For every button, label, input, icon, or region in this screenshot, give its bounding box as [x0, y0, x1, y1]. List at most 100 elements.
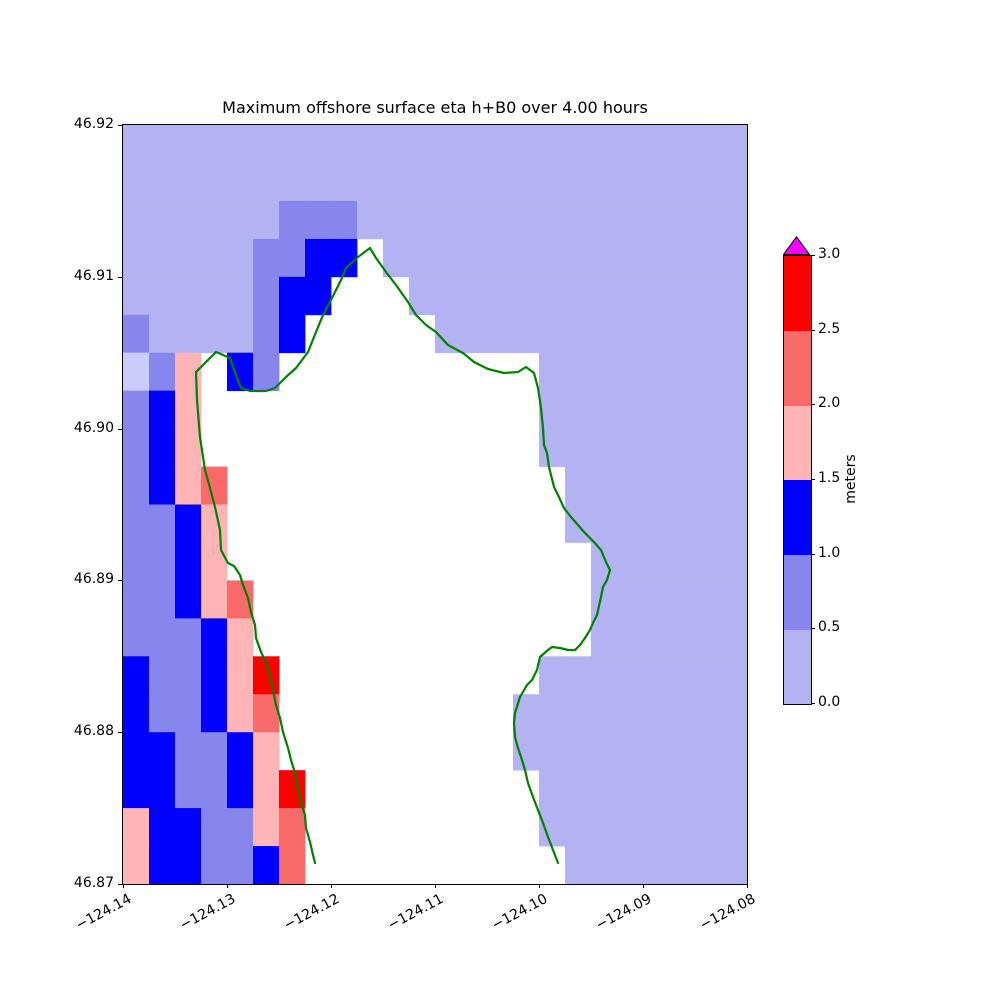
heatmap-cell — [123, 390, 150, 429]
heatmap-cell — [695, 352, 722, 392]
heatmap-cell — [721, 580, 747, 619]
heatmap-cell — [721, 770, 747, 809]
heatmap-cell — [565, 314, 592, 354]
colorbar-tick-mark — [811, 703, 815, 704]
heatmap-cell — [149, 808, 176, 847]
heatmap-cell — [617, 504, 644, 543]
colorbar-tick-label: 0.0 — [818, 694, 841, 710]
heatmap-cell — [149, 390, 176, 429]
heatmap-cell — [487, 238, 514, 278]
heatmap-cell — [539, 314, 566, 354]
heatmap-cell — [617, 390, 644, 429]
colorbar-axis-label: meters — [843, 454, 859, 504]
heatmap-cell — [721, 276, 747, 316]
colorbar-tick-mark — [811, 479, 815, 480]
heatmap-cell — [721, 428, 747, 467]
heatmap-cell — [617, 656, 644, 695]
heatmap-cell — [383, 162, 410, 202]
heatmap-cell — [175, 466, 202, 505]
heatmap-canvas — [123, 125, 747, 884]
heatmap-cell — [175, 618, 202, 657]
heatmap-cell — [669, 808, 696, 847]
heatmap-cell — [253, 238, 280, 278]
heatmap-cell — [227, 314, 254, 354]
colorbar-tick-mark — [811, 255, 815, 256]
heatmap-cell — [461, 200, 488, 240]
heatmap-cell — [149, 162, 176, 202]
heatmap-cell — [643, 200, 670, 240]
heatmap-cell — [435, 125, 462, 164]
heatmap-cell — [123, 504, 150, 543]
heatmap-cell — [695, 770, 722, 809]
heatmap-cell — [695, 238, 722, 278]
heatmap-cell — [591, 352, 618, 392]
heatmap-cell — [565, 125, 592, 164]
heatmap-cell — [201, 808, 228, 847]
heatmap-cell — [643, 580, 670, 619]
colorbar-tick-mark — [811, 329, 815, 331]
heatmap-cell — [591, 390, 618, 429]
heatmap-cell — [175, 314, 202, 354]
heatmap-cell — [149, 694, 176, 733]
heatmap-cell — [617, 200, 644, 240]
heatmap-cell — [149, 428, 176, 467]
heatmap-cell — [253, 314, 280, 354]
heatmap-cell — [175, 808, 202, 847]
heatmap-cell — [565, 656, 592, 695]
heatmap-cell — [617, 618, 644, 657]
heatmap-cell — [565, 352, 592, 392]
heatmap-cell — [227, 732, 254, 771]
heatmap-cell — [149, 125, 176, 164]
heatmap-cell — [227, 694, 254, 733]
heatmap-cell — [617, 770, 644, 809]
x-tick-label-text: −124.14 — [73, 891, 135, 934]
heatmap-cell — [721, 125, 747, 164]
heatmap-cell — [227, 808, 254, 847]
heatmap-cell — [643, 808, 670, 847]
heatmap-cell — [201, 200, 228, 240]
heatmap-cell — [565, 238, 592, 278]
heatmap-cell — [539, 732, 566, 771]
heatmap-cell — [669, 846, 696, 884]
heatmap-cell — [669, 390, 696, 429]
heatmap-cell — [643, 466, 670, 505]
heatmap-cell — [435, 238, 462, 278]
heatmap-cell — [227, 770, 254, 809]
heatmap-cell — [643, 504, 670, 543]
heatmap-cell — [409, 162, 436, 202]
heatmap-cell — [591, 656, 618, 695]
heatmap-cell — [565, 770, 592, 809]
heatmap-cell — [279, 125, 306, 164]
y-tick-label: 46.89 — [73, 571, 114, 588]
heatmap-cell — [175, 770, 202, 809]
heatmap-cell — [643, 390, 670, 429]
x-tick-mark — [747, 884, 748, 888]
heatmap-cell — [643, 125, 670, 164]
heatmap-cell — [331, 125, 358, 164]
heatmap-cell — [643, 694, 670, 733]
heatmap-cell — [357, 162, 384, 202]
heatmap-cell — [227, 618, 254, 657]
y-tick-label: 46.90 — [73, 419, 114, 436]
colorbar-segment — [784, 629, 811, 704]
x-tick-mark — [643, 884, 644, 888]
heatmap-cell — [591, 314, 618, 354]
heatmap-cell — [695, 428, 722, 467]
heatmap-cell — [357, 200, 384, 240]
heatmap-cell — [175, 200, 202, 240]
colorbar-segment — [784, 554, 811, 630]
heatmap-cell — [669, 580, 696, 619]
heatmap-cell — [565, 808, 592, 847]
heatmap-cell — [175, 428, 202, 467]
heatmap-cell — [435, 314, 462, 354]
heatmap-cell — [695, 504, 722, 543]
heatmap-cell — [539, 656, 566, 695]
heatmap-cell — [565, 162, 592, 202]
heatmap-cell — [643, 428, 670, 467]
x-tick-label-text: −124.10 — [489, 891, 551, 934]
heatmap-cell — [669, 618, 696, 657]
heatmap-cell — [721, 352, 747, 392]
heatmap-cell — [565, 390, 592, 429]
heatmap-cell — [695, 542, 722, 581]
